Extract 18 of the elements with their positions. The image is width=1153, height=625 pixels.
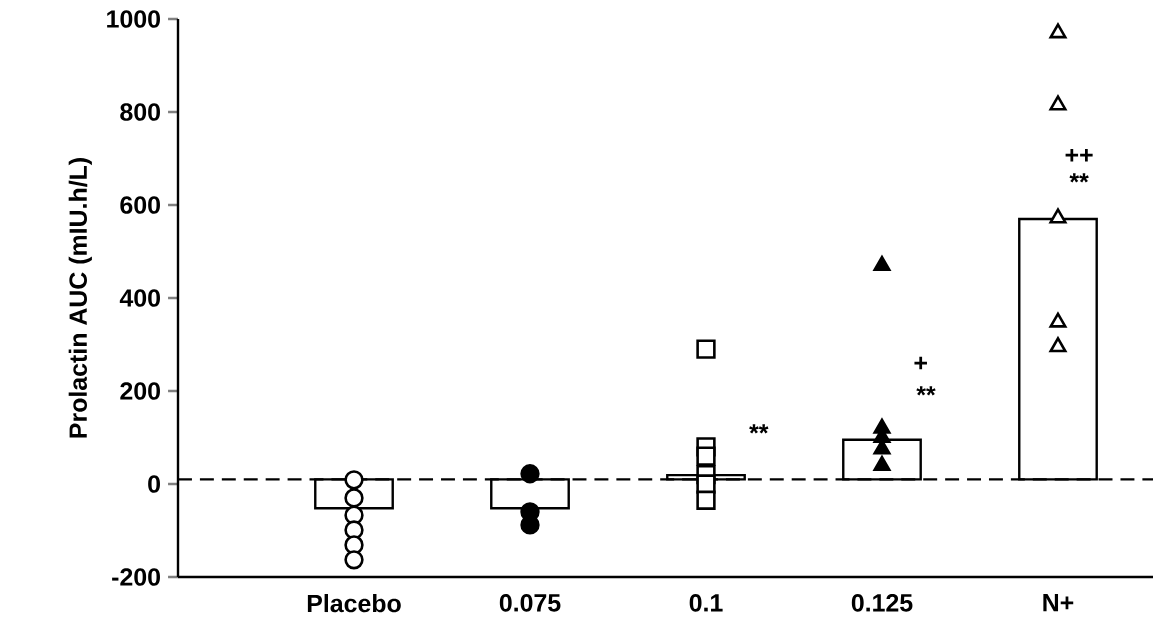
annotation: ++ — [1065, 148, 1093, 162]
y-tick-label: 0 — [148, 475, 160, 493]
annotation: ** — [916, 386, 936, 396]
y-axis-title: Prolactin AUC (mIU.h/L) — [68, 158, 92, 438]
x-tick-label: 0.075 — [499, 594, 561, 612]
y-tick-label: 800 — [120, 103, 160, 121]
x-tick-label: 0.125 — [851, 594, 913, 612]
annotation: ** — [749, 424, 769, 434]
y-tick-label: 1000 — [107, 10, 160, 28]
annotation: ** — [1069, 173, 1089, 183]
y-tick-label: 200 — [120, 382, 160, 400]
x-tick-label: Placebo — [307, 593, 401, 613]
y-tick-label: 600 — [120, 196, 160, 214]
y-tick-label: -200 — [112, 568, 160, 586]
x-tick-label: 0.1 — [689, 594, 723, 612]
x-tick-label: N+ — [1043, 594, 1074, 612]
y-tick-label: 400 — [119, 289, 160, 307]
annotation: + — [914, 356, 927, 370]
